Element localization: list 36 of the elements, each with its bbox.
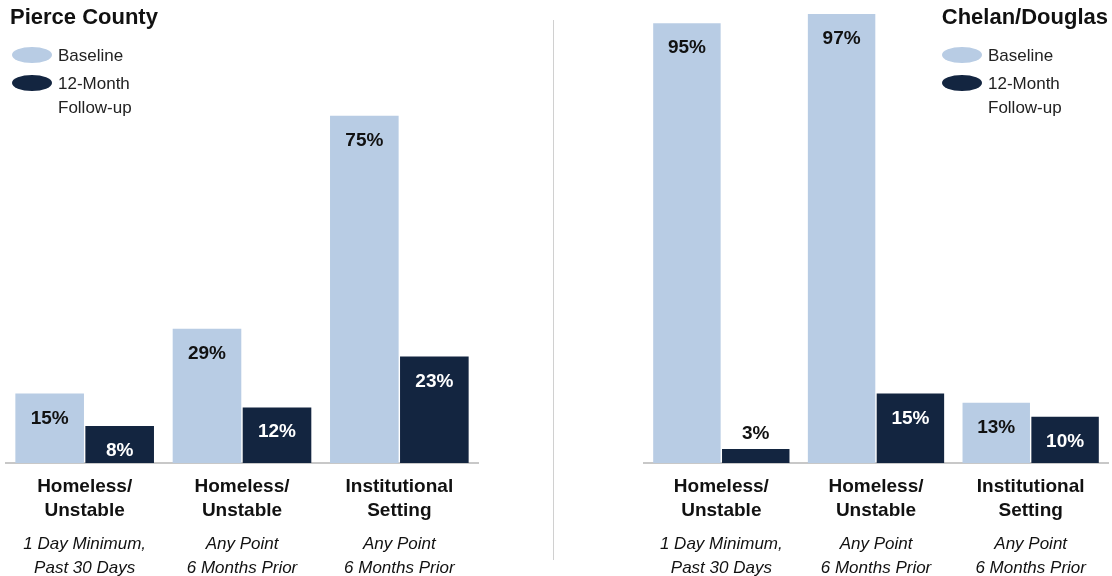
data-label: 75% xyxy=(345,128,384,150)
bar xyxy=(876,393,945,463)
category-label: Homeless/ Unstable 1 Day Minimum, Past 30 Days xyxy=(23,475,147,576)
bar xyxy=(722,449,790,463)
bar xyxy=(242,407,312,463)
legend-label: Baseline xyxy=(988,45,1055,67)
data-label: 3% xyxy=(742,422,770,444)
data-label: 13% xyxy=(977,415,1016,437)
legend-label: 12-Month Follow-up xyxy=(58,73,133,119)
category-label: Homeless/ Unstable Any Point 6 Months Prior xyxy=(820,475,932,576)
data-label: 8% xyxy=(105,438,134,460)
bar xyxy=(330,115,399,463)
data-label: 29% xyxy=(187,341,227,363)
bar xyxy=(85,425,154,463)
category-label: Homeless/ Unstable Any Point 6 Months Prior xyxy=(186,475,298,576)
legend-label: Baseline xyxy=(58,45,125,67)
bar xyxy=(1031,416,1099,463)
data-label: 97% xyxy=(822,26,861,48)
data-label: 15% xyxy=(891,406,930,428)
bar xyxy=(400,356,469,463)
data-label: 23% xyxy=(415,369,454,391)
bar xyxy=(15,393,84,463)
data-label: 12% xyxy=(257,420,297,442)
data-label: 15% xyxy=(30,406,69,428)
legend-label: 12-Month Follow-up xyxy=(988,73,1063,119)
bar xyxy=(962,402,1030,463)
chart-title: Pierce County xyxy=(10,4,158,30)
data-label: 10% xyxy=(1046,429,1085,451)
bar xyxy=(172,328,242,463)
chart-title: Chelan/Douglas xyxy=(941,4,1108,30)
category-label: Homeless/ Unstable 1 Day Minimum, Past 30 Days xyxy=(659,475,783,576)
category-label: Institutional Setting Any Point 6 Months Prior xyxy=(344,475,455,576)
bar xyxy=(807,13,876,463)
data-label: 95% xyxy=(667,36,707,58)
bar xyxy=(653,23,721,463)
category-label: Institutional Setting Any Point 6 Months Prior xyxy=(975,475,1086,576)
